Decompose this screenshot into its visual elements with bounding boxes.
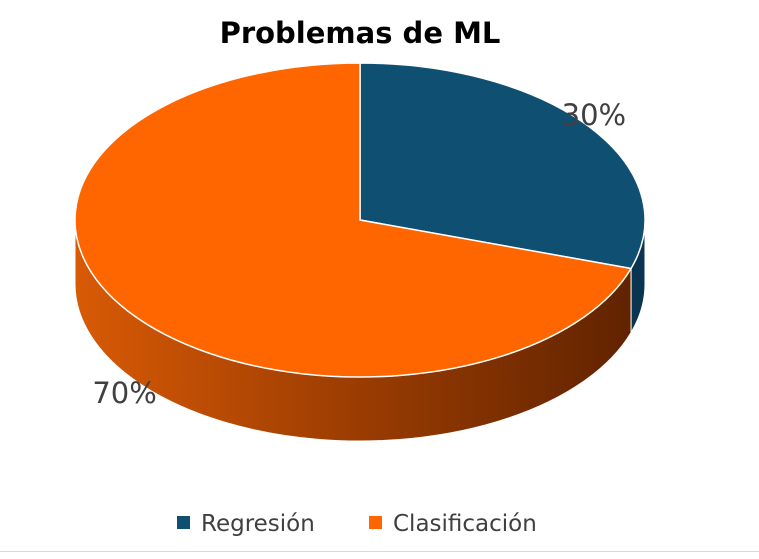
legend-swatch-clasificacion <box>369 516 382 529</box>
legend: Regresión Clasificación <box>177 511 537 537</box>
pie-slice-regresion <box>359 62 646 270</box>
legend-swatch-regresion <box>177 516 190 529</box>
pie-slice-clasificacion <box>74 62 632 378</box>
data-label-clasificacion: 70% <box>92 376 156 410</box>
legend-label-regresion: Regresión <box>201 511 315 537</box>
chart-title: Problemas de ML <box>220 16 501 50</box>
data-label-regresion: 30% <box>562 98 626 132</box>
legend-label-clasificacion: Clasificación <box>393 511 537 537</box>
chart-bottom-border <box>0 551 759 552</box>
pie-slices <box>74 62 646 378</box>
